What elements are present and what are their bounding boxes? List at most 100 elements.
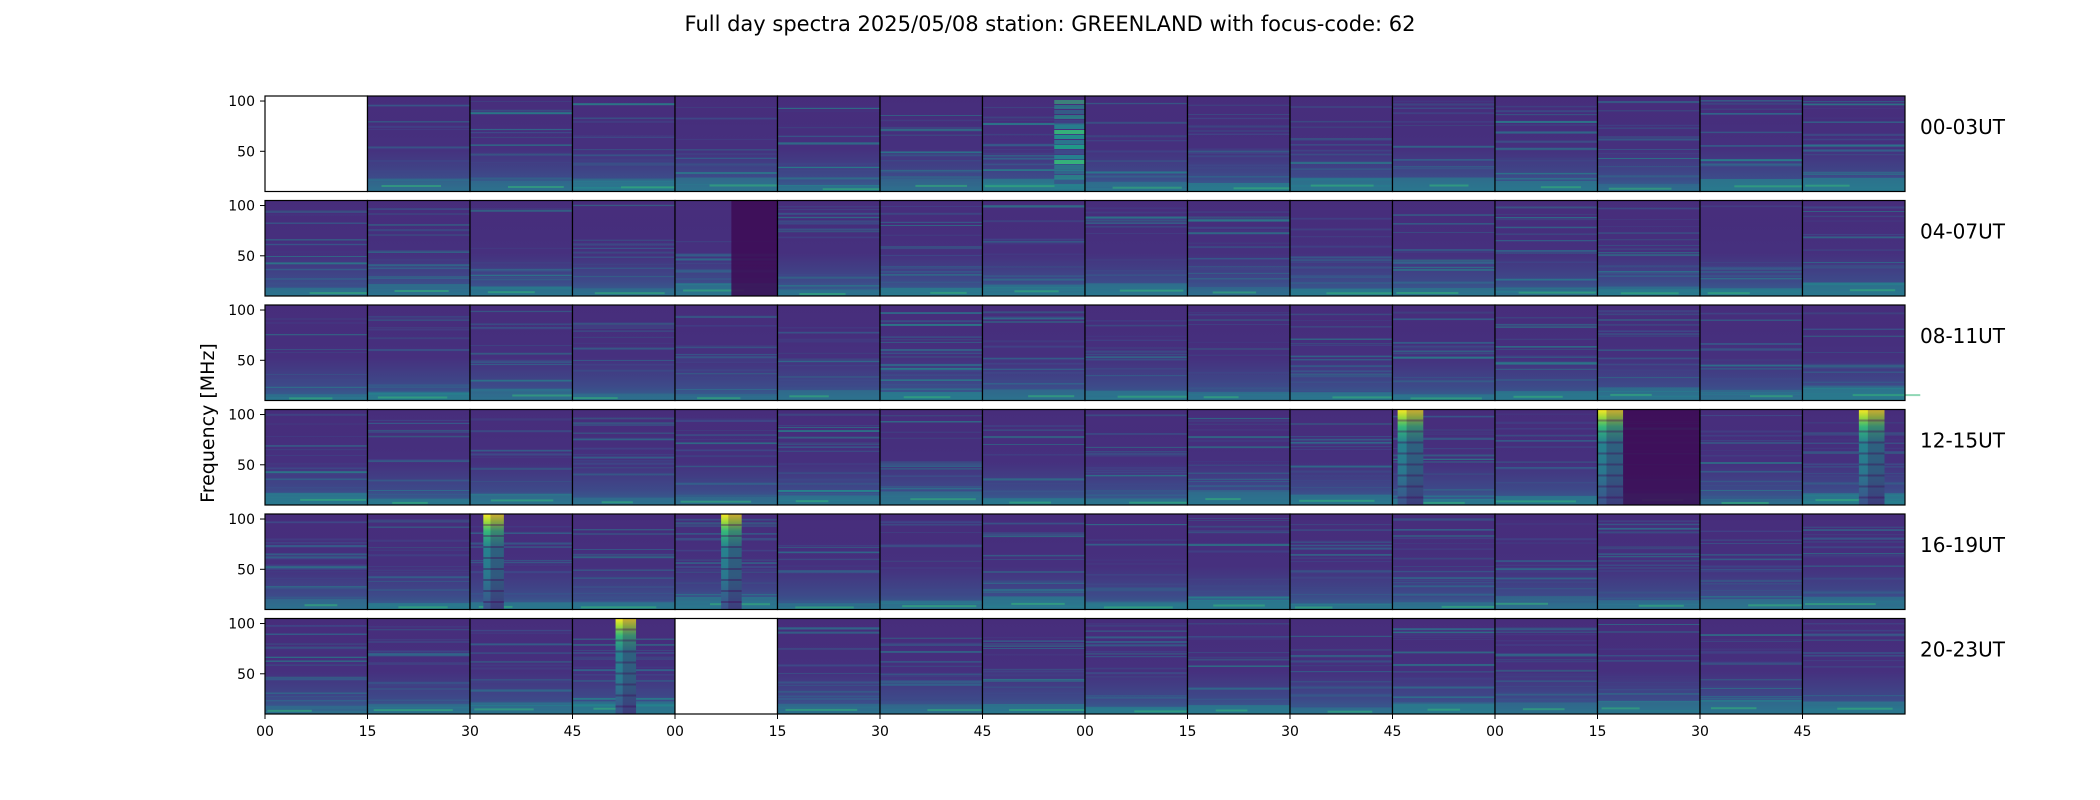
low-frequency-highlight — [1410, 397, 1482, 400]
spectral-line — [675, 152, 778, 155]
spectral-line — [880, 683, 983, 686]
spectral-line — [572, 549, 675, 550]
spectral-line — [1802, 117, 1905, 119]
spectral-line — [1290, 655, 1393, 657]
spectra-panel — [1391, 304, 1496, 402]
spectral-line — [777, 385, 880, 387]
spectral-line — [1802, 154, 1905, 156]
radio-burst-gap — [1597, 485, 1624, 488]
spectral-line — [1290, 370, 1393, 373]
spectral-line — [1597, 158, 1700, 159]
panel-background — [265, 514, 368, 610]
spectral-line — [1187, 550, 1290, 553]
low-frequency-band — [1290, 707, 1393, 714]
spectral-line — [470, 490, 573, 492]
x-tick-label: 00 — [256, 724, 274, 740]
spectral-line — [777, 570, 880, 572]
spectral-line — [880, 475, 983, 477]
spectral-line — [777, 206, 880, 208]
low-frequency-highlight — [1748, 604, 1824, 607]
low-frequency-band — [470, 602, 573, 610]
spectral-line — [367, 598, 470, 601]
low-frequency-band — [1597, 288, 1700, 296]
spectral-line — [880, 254, 983, 257]
spectral-line — [1290, 438, 1393, 441]
low-frequency-band — [367, 498, 470, 505]
spectral-line — [982, 645, 1085, 647]
interference-stripe — [1054, 160, 1085, 164]
spectral-line — [470, 277, 573, 279]
spectral-line — [1495, 693, 1598, 696]
panel-background — [265, 409, 368, 505]
spectral-line — [1290, 217, 1393, 220]
spectral-line — [1700, 470, 1803, 473]
spectral-line — [1802, 541, 1905, 543]
spectral-line — [1290, 480, 1393, 482]
low-frequency-highlight — [1233, 187, 1302, 190]
spectra-panel — [469, 513, 574, 611]
spectral-line — [1597, 564, 1700, 566]
y-tick-label: 100 — [228, 303, 255, 319]
spectra-panel — [1186, 617, 1291, 715]
spectral-line — [1495, 290, 1598, 293]
spectral-line — [572, 251, 675, 254]
spectral-line — [367, 580, 470, 582]
spectral-line — [1392, 431, 1495, 433]
spectral-line — [1597, 252, 1700, 254]
spectral-line — [1700, 500, 1803, 502]
spectral-line — [982, 692, 1085, 694]
spectral-line — [1700, 679, 1803, 681]
spectral-line — [1495, 172, 1598, 174]
spectral-line — [982, 679, 1085, 682]
spectral-line — [1392, 537, 1495, 540]
spectral-line — [1495, 111, 1598, 113]
spectral-line — [470, 571, 573, 574]
spectral-line — [880, 152, 983, 154]
spectral-line — [1290, 487, 1393, 488]
spectral-line — [1290, 375, 1393, 378]
spectral-line — [880, 644, 983, 646]
spectral-line — [1495, 147, 1598, 150]
spectral-line — [1290, 694, 1393, 697]
low-frequency-highlight — [795, 606, 854, 609]
spectral-line — [470, 699, 573, 702]
spectral-line — [982, 436, 1085, 439]
spectral-line — [1187, 150, 1290, 153]
spectral-line — [1495, 568, 1598, 571]
low-frequency-highlight — [1103, 606, 1173, 609]
spectral-line — [1802, 206, 1905, 209]
spectral-line — [367, 251, 470, 253]
spectral-line — [1085, 583, 1188, 586]
spectral-line — [1700, 641, 1803, 642]
radio-burst-gap — [615, 650, 637, 653]
spectral-line — [470, 323, 573, 326]
spectral-line — [675, 275, 778, 278]
spectral-line — [367, 485, 470, 487]
interference-stripe — [1054, 180, 1085, 184]
spectral-line — [572, 423, 675, 426]
spectral-line — [1802, 262, 1905, 263]
spectral-line — [470, 100, 573, 102]
spectral-line — [982, 640, 1085, 642]
spectral-line — [1290, 153, 1393, 156]
spectral-line — [1700, 108, 1803, 110]
spectral-line — [1392, 495, 1495, 497]
spectral-line — [1700, 434, 1803, 437]
panel-background — [675, 305, 778, 401]
spectral-line — [1700, 570, 1803, 573]
radio-burst-fade — [1406, 409, 1424, 505]
interference-stripe — [1054, 175, 1085, 179]
spectral-line — [1597, 350, 1700, 352]
spectral-line — [1495, 218, 1598, 221]
spectral-line — [470, 269, 573, 272]
spectral-line — [777, 106, 880, 108]
x-tick-label: 45 — [974, 724, 992, 740]
spectral-line — [367, 259, 470, 261]
spectral-line — [880, 466, 983, 467]
spectral-line — [880, 267, 983, 269]
spectral-line — [777, 427, 880, 428]
spectral-line — [1495, 252, 1598, 254]
spectral-line — [1700, 364, 1803, 367]
radio-burst-gap — [1858, 419, 1885, 422]
spectral-line — [880, 681, 983, 684]
